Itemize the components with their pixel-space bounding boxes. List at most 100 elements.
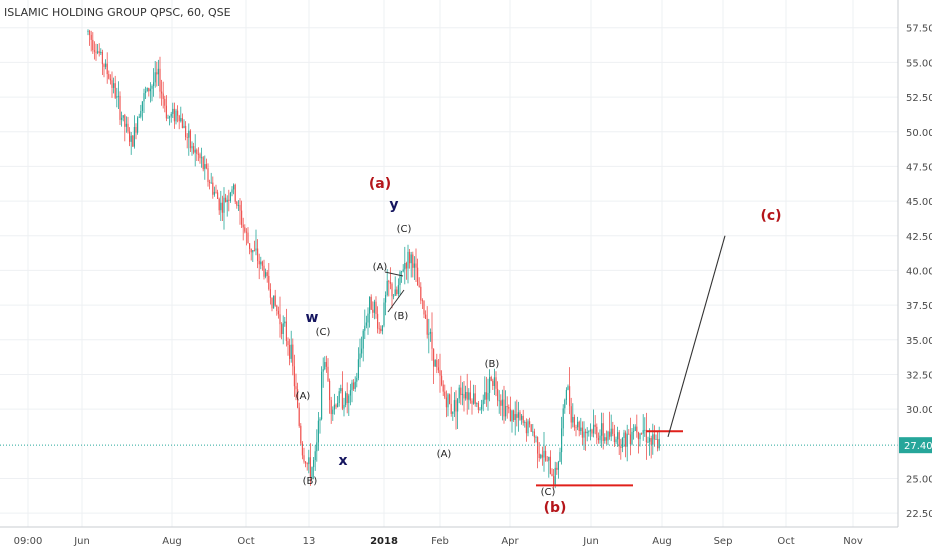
candle-body	[450, 403, 452, 414]
candle-body	[581, 427, 583, 438]
candle-body	[161, 91, 163, 94]
candle-body	[612, 428, 614, 434]
x-tick-label: 2018	[370, 536, 398, 547]
candle-body	[265, 272, 267, 277]
x-tick-label: Jun	[73, 536, 90, 547]
candle-body	[380, 328, 382, 332]
candle-body	[554, 467, 556, 485]
wave-label: (A)	[296, 391, 311, 402]
candle-body	[410, 254, 412, 264]
candle-body	[493, 377, 495, 386]
candle-body	[375, 301, 377, 314]
candle-body	[449, 394, 451, 404]
candle-body	[209, 181, 211, 183]
candle-body	[124, 115, 126, 127]
candle-body	[140, 111, 142, 117]
candle-body	[330, 400, 332, 415]
wave-label: (C)	[397, 224, 412, 235]
candle-body	[497, 388, 499, 401]
candle-body	[292, 344, 294, 367]
candle-body	[340, 388, 342, 392]
candle-body	[637, 432, 639, 440]
candle-body	[357, 359, 359, 378]
candle-body	[591, 429, 593, 434]
candle-body	[575, 427, 577, 429]
candle-body	[629, 434, 631, 445]
wave-label: (C)	[541, 487, 556, 498]
candle-body	[159, 68, 161, 92]
x-tick-label: 13	[303, 536, 316, 547]
candle-body	[639, 433, 641, 440]
candle-body	[461, 393, 463, 395]
candle-body	[226, 199, 228, 202]
candle-body	[245, 231, 247, 233]
candle-body	[628, 433, 630, 435]
candle-body	[127, 123, 129, 132]
candle-body	[620, 446, 622, 448]
candle-body	[348, 395, 350, 403]
candle-body	[369, 296, 371, 314]
candle-body	[407, 251, 409, 269]
wave-label: w	[306, 310, 319, 326]
time-axis[interactable]: 09:00 Jun Aug Oct 13 2018 Feb Apr Jun Aug Sep Oct No…	[14, 536, 863, 547]
candle-body	[276, 305, 278, 311]
candle-body	[157, 68, 159, 75]
candle-body	[426, 318, 428, 335]
candle-body	[610, 428, 612, 437]
candle-body	[391, 283, 393, 297]
candle-body	[277, 311, 279, 315]
candle-body	[228, 199, 230, 201]
candle-body	[644, 429, 646, 431]
candle-body	[183, 125, 185, 128]
candle-body	[205, 164, 207, 169]
candle-body	[447, 394, 449, 408]
candle-body	[421, 300, 423, 302]
candle-body	[186, 137, 188, 138]
candle-body	[253, 250, 255, 251]
candle-body	[415, 263, 417, 268]
candle-body	[394, 289, 396, 296]
last-price-tag	[899, 437, 932, 454]
candle-body	[487, 392, 489, 400]
candle-body	[546, 460, 548, 462]
price-axis[interactable]: 57.50 55.00 52.50 50.00 47.50 45.00 42.50 40.00…	[899, 24, 932, 520]
candle-body	[383, 302, 385, 326]
candle-body	[471, 400, 473, 404]
candle-body	[217, 192, 219, 199]
candle-body	[436, 360, 438, 368]
x-tick-label: Aug	[652, 536, 672, 547]
candle-body	[242, 224, 244, 228]
candle-body	[207, 168, 209, 182]
candle-body	[548, 456, 550, 461]
last-price-label: 27.40	[904, 441, 932, 452]
candle-body	[372, 309, 374, 313]
candle-body	[514, 414, 516, 420]
wave-label: (b)	[544, 500, 567, 516]
candle-body	[106, 63, 108, 75]
candle-body	[191, 146, 193, 149]
wave-label: (A)	[373, 262, 388, 273]
candle-body	[90, 34, 92, 40]
candle-body	[364, 325, 366, 331]
candle-body	[457, 398, 459, 412]
candle-body	[132, 135, 134, 147]
candle-body	[92, 39, 94, 51]
wave-label: (B)	[394, 311, 409, 322]
candle-body	[194, 149, 196, 153]
candle-body	[236, 201, 238, 206]
x-tick-label: Oct	[777, 536, 794, 547]
candle-body	[439, 370, 441, 376]
candle-body	[279, 314, 281, 325]
candle-body	[642, 430, 644, 434]
wave-label: x	[338, 453, 347, 469]
candle-body	[95, 51, 97, 53]
candle-body	[188, 130, 190, 138]
candle-body	[213, 191, 215, 195]
candle-body	[404, 263, 406, 270]
candle-body	[325, 362, 327, 367]
y-tick-label: 22.50	[906, 509, 932, 520]
candle-body	[500, 400, 502, 406]
y-tick-label: 42.50	[906, 232, 932, 243]
candle-body	[268, 275, 270, 290]
